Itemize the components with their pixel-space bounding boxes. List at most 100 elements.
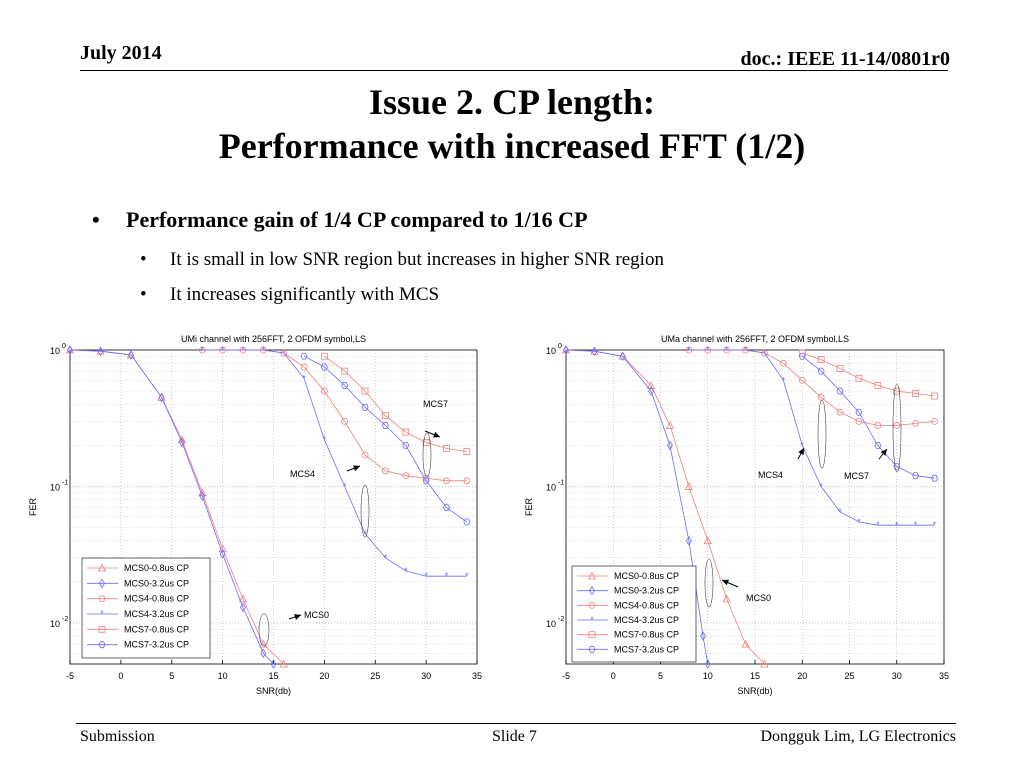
marker-star: * bbox=[424, 571, 428, 581]
footer-author: Dongguk Lim, LG Electronics bbox=[760, 728, 956, 745]
bullet-sub-2: • It increases significantly with MCS bbox=[140, 284, 439, 306]
bullet-dot-icon: • bbox=[140, 284, 147, 305]
arrow-head-icon bbox=[433, 431, 440, 438]
marker-square bbox=[341, 367, 349, 375]
marker-square bbox=[874, 382, 882, 389]
marker-hexagon bbox=[300, 352, 308, 360]
marker-star: * bbox=[933, 520, 937, 530]
annotation-label: MCS0 bbox=[304, 610, 329, 620]
marker-square bbox=[893, 387, 901, 395]
annotation: MCS0 bbox=[258, 610, 329, 647]
marker-square bbox=[443, 445, 450, 452]
bullet-dot-icon: • bbox=[140, 249, 147, 270]
series-4 bbox=[798, 349, 938, 400]
marker-square bbox=[817, 356, 825, 364]
marker-diamond bbox=[67, 345, 73, 355]
marker-diamond bbox=[666, 440, 673, 451]
marker-diamond bbox=[589, 585, 595, 596]
y-tick-label: 10 -2 bbox=[50, 616, 68, 629]
marker-circle bbox=[463, 477, 471, 485]
series-line bbox=[202, 349, 467, 577]
chart-title: UMi channel with 256FFT, 2 OFDM symbol,L… bbox=[181, 334, 366, 344]
footer-slide-number: Slide 7 bbox=[492, 728, 537, 745]
x-tick-label: 5 bbox=[169, 671, 174, 681]
legend-entry: MCS0-0.8us CP bbox=[124, 563, 189, 573]
marker-hexagon bbox=[443, 504, 450, 511]
marker-diamond bbox=[591, 346, 598, 356]
arrow-head-icon bbox=[294, 614, 301, 620]
marker-circle bbox=[855, 417, 863, 425]
marker-star: * bbox=[201, 345, 205, 355]
x-tick-label: 20 bbox=[797, 671, 807, 681]
marker-star: * bbox=[282, 348, 286, 358]
annotation-label: MCS7 bbox=[844, 471, 869, 481]
marker-hexagon bbox=[931, 474, 938, 482]
marker-circle bbox=[280, 349, 288, 357]
marker-diamond bbox=[685, 536, 692, 546]
y-tick-base: 10 bbox=[546, 346, 556, 356]
legend-entry: MCS4-3.2us CP bbox=[614, 615, 679, 625]
marker-diamond bbox=[219, 549, 226, 559]
legend-entry: MCS7-3.2us CP bbox=[614, 644, 679, 654]
marker-triangle bbox=[760, 659, 769, 668]
x-tick-label: 0 bbox=[611, 671, 616, 681]
annotation: MCS4 bbox=[290, 465, 370, 538]
marker-diamond bbox=[563, 345, 569, 355]
marker-hexagon bbox=[836, 387, 844, 395]
marker-square bbox=[382, 412, 389, 420]
marker-triangle bbox=[646, 381, 656, 389]
marker-diamond bbox=[700, 631, 706, 641]
marker-hexagon bbox=[381, 422, 389, 429]
y-tick-base: 10 bbox=[50, 346, 60, 356]
marker-square bbox=[931, 392, 938, 400]
series-line bbox=[69, 349, 274, 665]
marker-diamond bbox=[619, 351, 626, 361]
arrow-head-icon bbox=[353, 465, 360, 472]
legend-entry: MCS7-0.8us CP bbox=[124, 624, 189, 634]
marker-diamond bbox=[128, 350, 135, 360]
series-3: * * * * * * * * * * * * * * bbox=[201, 345, 470, 581]
marker-triangle bbox=[97, 563, 107, 572]
annotation-ellipse bbox=[360, 484, 370, 538]
legend-entry: MCS0-3.2us CP bbox=[614, 586, 679, 596]
marker-triangle bbox=[279, 659, 288, 668]
x-tick-label: -5 bbox=[562, 671, 570, 681]
bullet-sub-text: It is small in low SNR region but increa… bbox=[170, 249, 664, 270]
marker-circle bbox=[98, 595, 106, 603]
y-tick-label: 10 0 bbox=[50, 343, 66, 356]
marker-square bbox=[463, 448, 471, 456]
slide-title-line1: Issue 2. CP length: bbox=[368, 82, 656, 122]
marker-circle bbox=[443, 477, 450, 485]
marker-circle bbox=[300, 363, 308, 371]
header-divider bbox=[80, 70, 948, 71]
marker-star: * bbox=[876, 520, 880, 530]
annotation-label: MCS7 bbox=[423, 399, 448, 409]
marker-diamond bbox=[260, 648, 267, 658]
x-tick-label: 25 bbox=[370, 671, 380, 681]
marker-star: * bbox=[725, 345, 729, 355]
marker-star: * bbox=[914, 520, 918, 530]
marker-diamond bbox=[270, 659, 277, 669]
marker-hexagon bbox=[855, 408, 863, 416]
marker-diamond bbox=[199, 491, 206, 501]
marker-star: * bbox=[465, 571, 469, 581]
series-5 bbox=[300, 352, 471, 526]
marker-circle bbox=[874, 422, 882, 429]
marker-diamond bbox=[99, 578, 105, 589]
marker-hexagon bbox=[817, 367, 825, 375]
marker-square bbox=[798, 349, 806, 357]
y-tick-exponent: -1 bbox=[558, 479, 564, 486]
marker-square bbox=[98, 625, 106, 633]
marker-star: * bbox=[404, 566, 408, 576]
marker-triangle bbox=[684, 482, 694, 490]
legend-entry: MCS4-0.8us CP bbox=[614, 600, 679, 610]
marker-circle bbox=[588, 601, 596, 609]
x-axis-label: SNR(db) bbox=[737, 686, 772, 696]
y-tick-base: 10 bbox=[50, 482, 60, 492]
marker-hexagon bbox=[320, 363, 328, 371]
slide-title-line2: Performance with increased FFT (1/2) bbox=[218, 126, 806, 166]
marker-square bbox=[588, 631, 596, 639]
annotation-ellipse bbox=[892, 383, 902, 473]
legend-entry: MCS7-0.8us CP bbox=[614, 630, 679, 640]
marker-star: * bbox=[221, 345, 225, 355]
